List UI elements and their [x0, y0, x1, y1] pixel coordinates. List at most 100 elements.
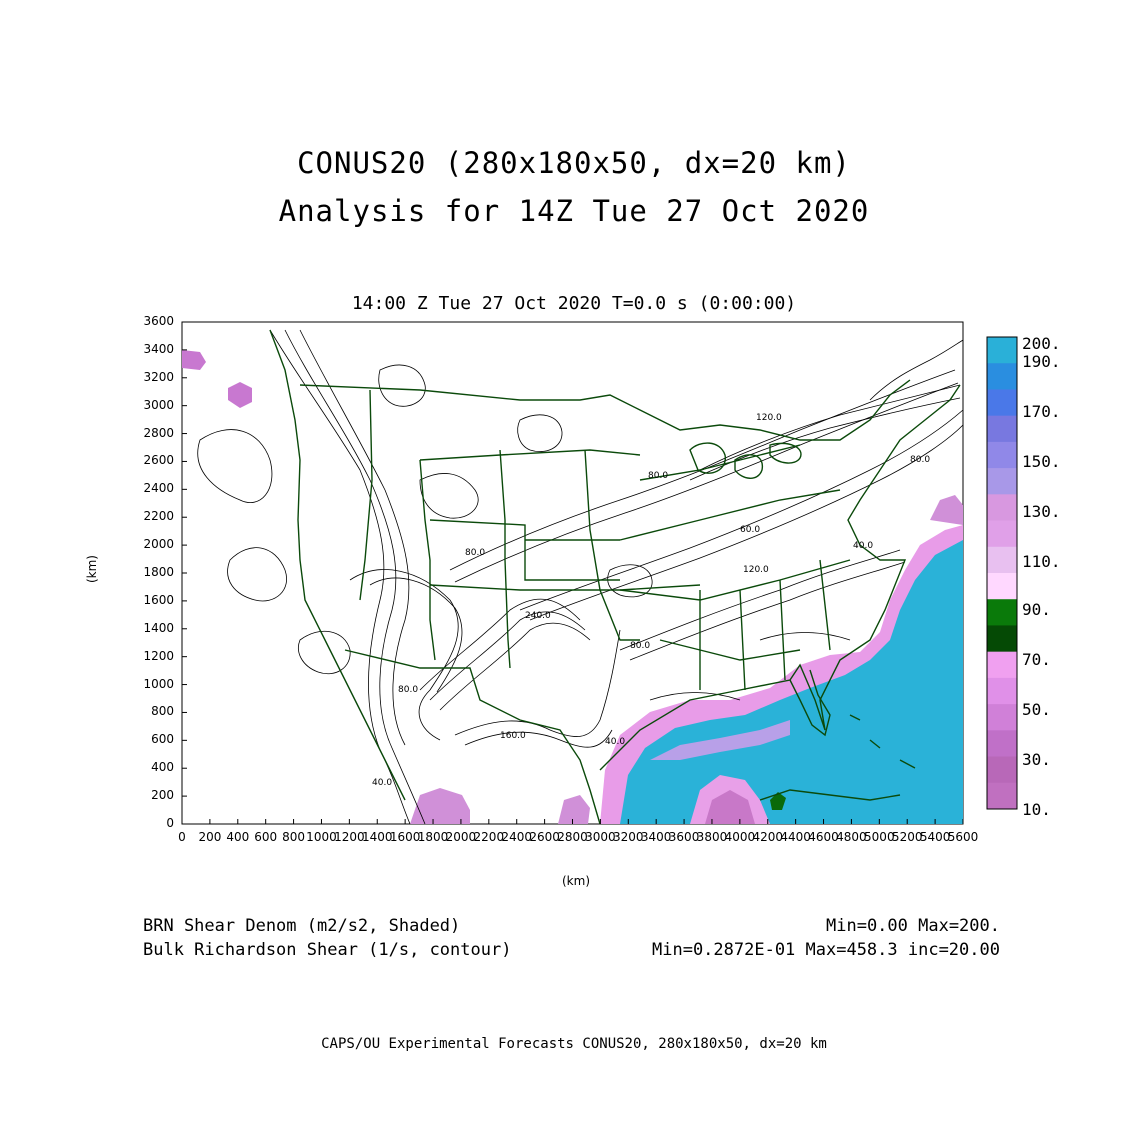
canada-border: [299, 379, 911, 441]
colorbar-label: 70.: [1022, 650, 1051, 669]
x-tick-label: 4400: [780, 830, 811, 844]
colorbar-swatch: [987, 546, 1017, 574]
y-tick-label: 2000: [143, 537, 174, 552]
valid-time-subtitle: 14:00 Z Tue 27 Oct 2020 T=0.0 s (0:00:00…: [351, 293, 797, 314]
y-tick-label: 2400: [143, 481, 174, 496]
x-axis-label: (km): [562, 874, 591, 888]
map-boundaries: [269, 329, 961, 825]
contour-label: 80.0: [630, 641, 650, 651]
colorbar-swatch: [987, 782, 1017, 810]
x-tick-label: 4600: [808, 830, 839, 844]
atlantic-pink-ne: [930, 495, 963, 525]
y-tick-label: 2800: [143, 425, 174, 440]
x-tick-label: 4800: [836, 830, 867, 844]
shaded-field-name: BRN Shear Denom (m2/s2, Shaded): [143, 916, 461, 936]
main-title-line2: Analysis for 14Z Tue 27 Oct 2020: [278, 194, 870, 228]
x-tick-label: 3400: [640, 830, 672, 844]
contour-label: 80.0: [465, 548, 485, 558]
great-lakes: [689, 442, 802, 479]
colorbar-outline: [986, 336, 1018, 810]
x-tick-label: 1000: [306, 830, 337, 844]
pacific-blob-1: [182, 350, 206, 370]
contour-label: 40.0: [605, 737, 625, 747]
x-tick-label: 600: [254, 830, 278, 844]
colorbar-label: 130.: [1022, 502, 1061, 521]
mexico-border: [344, 649, 601, 825]
y-tick-label: 200: [151, 788, 174, 803]
x-tick-label: 5000: [864, 830, 895, 844]
gulf-coast: [599, 384, 961, 771]
gulf-lilac-edge: [650, 720, 790, 760]
state-lines-west: [359, 389, 511, 669]
y-tick-label: 0: [166, 816, 174, 830]
green-island: [770, 792, 786, 810]
x-tick-label: 5200: [891, 830, 923, 844]
florida: [789, 669, 831, 737]
colorbar-swatch: [987, 441, 1017, 469]
y-axis-label: (km): [85, 554, 100, 584]
y-tick-label: 3200: [143, 369, 174, 384]
y-tick-label: 800: [151, 704, 174, 719]
contour-lines: [197, 329, 964, 825]
contour-label: 80.0: [910, 455, 930, 465]
y-tick-label: 1800: [143, 565, 174, 579]
contour-label-set: 40.0 40.0 40.0 60.0 80.0 80.0 80.0 80.0 …: [372, 413, 930, 788]
colorbar-swatch: [987, 468, 1017, 495]
x-tick-label: 3600: [668, 830, 700, 844]
y-tick-label: 400: [151, 760, 174, 775]
bahamas-cuba: [759, 714, 916, 801]
x-tick-label: 800: [282, 830, 306, 844]
contour-label: 120.0: [743, 565, 769, 575]
caribbean-pink-inner: [705, 790, 755, 824]
x-tick-label: 5400: [919, 830, 951, 844]
x-tick-label: 3000: [585, 830, 616, 844]
colorbar-swatch: [987, 651, 1017, 679]
colorbar-label: 200.: [1022, 334, 1061, 353]
state-lines-central: [419, 449, 701, 641]
colorbar-swatch: [987, 494, 1017, 522]
x-tick-label: 2400: [501, 830, 532, 844]
colorbar-label: 190.: [1022, 352, 1061, 371]
shaded-field: [182, 350, 963, 824]
credit-line: CAPS/OU Experimental Forecasts CONUS20, …: [321, 1036, 827, 1052]
x-tick-label: 2800: [557, 830, 588, 844]
colorbar-swatch: [987, 730, 1017, 758]
x-tick-label: 1200: [334, 830, 365, 844]
x-tick-label: 1800: [417, 830, 449, 844]
y-tick-label: 3400: [143, 341, 174, 356]
contour-label: 160.0: [500, 731, 526, 741]
mexico-pink-2: [558, 795, 590, 824]
x-tick-label: 2000: [445, 830, 477, 844]
y-tick-label: 1400: [143, 620, 174, 635]
contour-field-range: Min=0.2872E-01 Max=458.3 inc=20.00: [652, 940, 1000, 960]
x-tick-label: 3800: [696, 830, 728, 844]
mexico-pink-1: [410, 788, 470, 824]
colorbar-swatch: [987, 756, 1017, 784]
x-tick-label: 1400: [361, 830, 393, 844]
contour-label: 60.0: [740, 525, 760, 535]
shaded-field-range: Min=0.00 Max=200.: [826, 916, 1000, 936]
y-tick-label: 1000: [143, 676, 174, 691]
x-tick-label: 400: [226, 830, 250, 844]
contour-label: 120.0: [756, 413, 782, 423]
axis-ticks: [181, 321, 964, 825]
y-tick-label: 2200: [143, 509, 174, 524]
main-title-line1: CONUS20 (280x180x50, dx=20 km): [297, 146, 851, 180]
contour-label: 80.0: [398, 685, 418, 695]
colorbar-swatch: [987, 625, 1017, 653]
colorbar-label: 90.: [1022, 600, 1051, 619]
colorbar-swatch: [987, 337, 1017, 364]
x-tick-label: 4000: [724, 830, 756, 844]
contour-label: 80.0: [648, 471, 668, 481]
colorbar-swatch: [987, 704, 1017, 731]
x-tick-label: 5600: [947, 830, 979, 844]
x-tick-label: 0: [178, 830, 186, 844]
colorbar-swatch: [987, 389, 1017, 417]
colorbar-label: 170.: [1022, 402, 1061, 421]
colorbar-swatch: [987, 363, 1017, 390]
contour-label: 40.0: [372, 778, 392, 788]
y-tick-label: 3600: [143, 314, 174, 328]
y-tick-label: 1600: [143, 592, 174, 607]
colorbar-swatch: [987, 573, 1017, 600]
colorbar-label: 10.: [1022, 800, 1051, 819]
